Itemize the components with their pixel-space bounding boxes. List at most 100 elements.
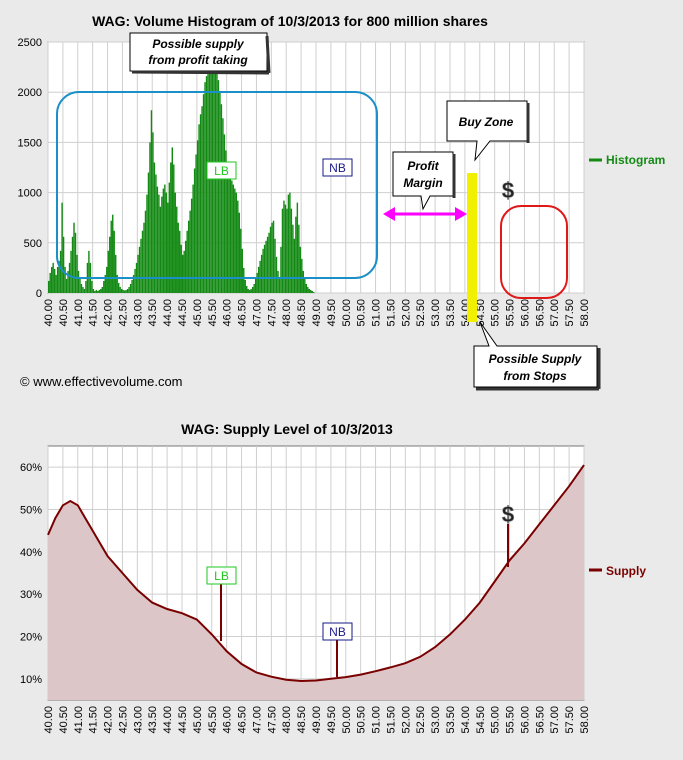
supply-stops-line1: Possible Supply bbox=[489, 352, 583, 366]
histogram-bar bbox=[180, 244, 182, 293]
histogram-bar bbox=[274, 238, 276, 293]
histogram-y-tick: 500 bbox=[24, 238, 42, 250]
svg-text:LB: LB bbox=[214, 164, 229, 178]
supply-x-tick: 48.00 bbox=[281, 706, 293, 734]
supply-x-tick: 47.00 bbox=[251, 706, 263, 734]
histogram-bar bbox=[195, 154, 197, 293]
supply-x-tick: 57.50 bbox=[564, 706, 576, 734]
histogram-bar bbox=[238, 212, 240, 293]
histogram-bar bbox=[289, 192, 291, 293]
dollar-icon-bottom: $ bbox=[502, 502, 514, 527]
histogram-x-tick: 44.50 bbox=[177, 299, 189, 327]
supply-profit-line1: Possible supply bbox=[152, 37, 245, 51]
histogram-bar bbox=[202, 94, 205, 293]
histogram-bar bbox=[179, 230, 181, 293]
histogram-bar bbox=[82, 286, 84, 293]
supply-x-tick: 57.00 bbox=[549, 706, 561, 734]
supply-line bbox=[47, 464, 585, 683]
histogram-bar bbox=[241, 248, 243, 293]
histogram-x-tick: 50.00 bbox=[341, 299, 353, 327]
histogram-x-tick: 47.50 bbox=[266, 299, 278, 327]
histogram-bar bbox=[290, 208, 293, 293]
histogram-bar bbox=[237, 200, 239, 293]
histogram-x-tick: 54.50 bbox=[475, 299, 487, 327]
histogram-bar bbox=[210, 66, 212, 293]
histogram-bar bbox=[58, 260, 60, 293]
histogram-bar bbox=[192, 184, 194, 293]
histogram-bar bbox=[173, 164, 175, 293]
histogram-bar bbox=[71, 236, 74, 293]
supply-x-tick: 48.50 bbox=[296, 706, 308, 734]
supply-x-tick: 58.00 bbox=[579, 706, 591, 734]
histogram-bar bbox=[205, 76, 208, 293]
histogram-bar bbox=[207, 74, 209, 294]
histogram-x-tick: 42.50 bbox=[117, 299, 129, 327]
histogram-bar bbox=[144, 210, 147, 293]
histogram-bar bbox=[189, 210, 191, 293]
histogram-bar bbox=[98, 289, 101, 293]
histogram-bar bbox=[184, 240, 187, 293]
histogram-chart: WAG: Volume Histogram of 10/3/2013 for 8… bbox=[18, 13, 665, 391]
histogram-x-tick: 48.00 bbox=[281, 299, 293, 327]
supply-x-tick: 50.00 bbox=[341, 706, 353, 734]
histogram-y-axis: 0 500 1000 1500 2000 2500 bbox=[18, 37, 42, 300]
histogram-bar bbox=[223, 134, 226, 293]
histogram-bar bbox=[186, 230, 188, 293]
histogram-bar bbox=[256, 272, 258, 293]
histogram-x-tick: 53.00 bbox=[430, 299, 442, 327]
histogram-bar bbox=[168, 182, 171, 293]
supply-y-tick: 10% bbox=[20, 674, 42, 686]
histogram-bar bbox=[183, 250, 185, 293]
histogram-bar bbox=[56, 266, 59, 293]
histogram-bar bbox=[196, 140, 199, 293]
supply-x-tick: 42.00 bbox=[103, 706, 115, 734]
histogram-bar bbox=[228, 170, 230, 293]
histogram-bar bbox=[147, 172, 150, 293]
histogram-x-tick: 51.50 bbox=[385, 299, 397, 327]
svg-text:NB: NB bbox=[329, 161, 346, 175]
supply-area bbox=[48, 465, 584, 700]
profit-margin-callout-box: Profit Margin bbox=[392, 151, 456, 211]
histogram-bar bbox=[311, 290, 313, 293]
histogram-x-tick: 40.50 bbox=[58, 299, 70, 327]
supply-profit-callout-box: Possible supply from profit taking bbox=[129, 32, 271, 75]
supply-x-tick: 44.00 bbox=[162, 706, 174, 734]
histogram-bar bbox=[208, 72, 211, 294]
histogram-bar bbox=[70, 250, 72, 293]
histogram-bar bbox=[254, 278, 257, 293]
histogram-bar bbox=[204, 82, 206, 293]
profit-margin-arrow bbox=[383, 207, 467, 221]
histogram-bar bbox=[222, 118, 224, 293]
supply-x-tick: 41.00 bbox=[73, 706, 85, 734]
histogram-legend: Histogram bbox=[589, 153, 665, 167]
copyright-text: © www.effectivevolume.com bbox=[20, 374, 183, 389]
histogram-bar bbox=[304, 278, 306, 293]
supply-x-tick: 56.00 bbox=[519, 706, 531, 734]
histogram-bar bbox=[260, 254, 263, 293]
histogram-x-tick: 51.00 bbox=[371, 299, 383, 327]
histogram-bar bbox=[266, 236, 269, 293]
svg-text:NB: NB bbox=[329, 625, 346, 639]
histogram-bar bbox=[153, 162, 156, 293]
histogram-bar bbox=[91, 280, 93, 293]
supply-stops-callout-box: Possible Supply from Stops bbox=[473, 321, 601, 391]
supply-title: WAG: Supply Level of 10/3/2013 bbox=[181, 421, 393, 437]
histogram-bar bbox=[156, 186, 159, 293]
histogram-bar bbox=[174, 192, 176, 293]
histogram-bar bbox=[244, 279, 246, 293]
histogram-bar bbox=[92, 288, 95, 293]
histogram-bar bbox=[159, 206, 162, 293]
histogram-bar bbox=[250, 288, 252, 293]
histogram-bar bbox=[308, 288, 310, 293]
supply-x-tick: 52.00 bbox=[400, 706, 412, 734]
supply-x-tick: 54.00 bbox=[460, 706, 472, 734]
histogram-bar bbox=[49, 272, 51, 293]
supply-x-tick: 46.00 bbox=[222, 706, 234, 734]
histogram-bar bbox=[67, 270, 69, 293]
supply-y-axis: 10% 20% 30% 40% 50% 60% bbox=[20, 462, 42, 686]
supply-x-tick: 45.50 bbox=[207, 706, 219, 734]
histogram-bar bbox=[129, 283, 132, 293]
histogram-bar bbox=[170, 162, 172, 293]
histogram-bar bbox=[190, 198, 193, 293]
histogram-bar bbox=[122, 289, 124, 293]
